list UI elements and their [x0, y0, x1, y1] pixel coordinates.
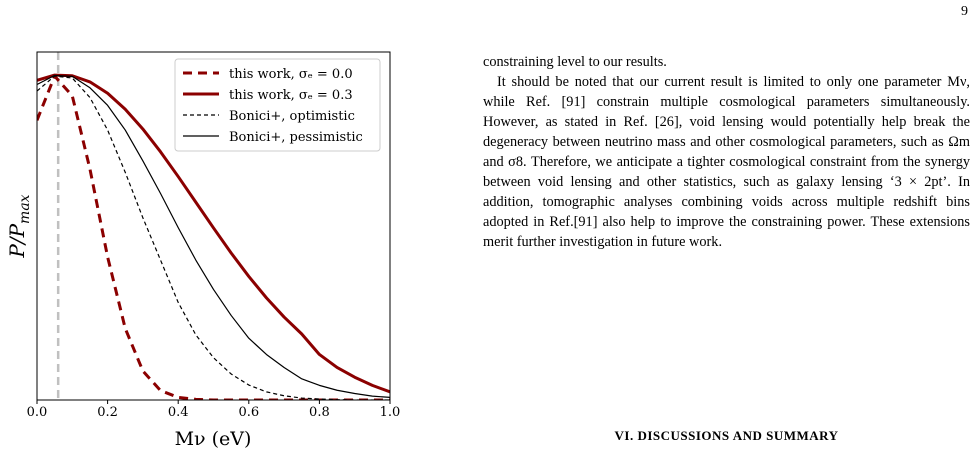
legend-label: Bonici+, optimistic [229, 109, 355, 124]
section-heading: VI. DISCUSSIONS AND SUMMARY [614, 428, 839, 443]
legend-label: Bonici+, pessimistic [229, 130, 363, 145]
x-tick-label: 0.4 [168, 405, 189, 420]
text-column: constraining level to our results. It sho… [483, 52, 970, 252]
series-line [37, 75, 390, 400]
paragraph: constraining level to our results. [483, 54, 667, 70]
y-axis-label: P/Pmax [5, 194, 33, 258]
page-number: 9 [961, 4, 968, 19]
x-tick-label: 0.8 [309, 405, 330, 420]
plot-frame [36, 51, 391, 401]
x-tick-label: 1.0 [380, 405, 401, 420]
x-tick-label: 0.2 [97, 405, 118, 420]
x-axis-label: Mν (eV) [175, 428, 252, 450]
series-line [37, 74, 390, 398]
legend-box [174, 58, 381, 152]
chart: P/Pmax Mν (eV) 0.0 0.2 0.4 0.6 0.8 1.0 this wo… [5, 51, 401, 450]
y-label-main: P/P [5, 223, 29, 258]
paragraph: It should be noted that our current resu… [483, 74, 970, 250]
legend-label: this work, σₑ = 0.3 [229, 88, 353, 103]
series-line [37, 73, 390, 394]
x-tick-label: 0.0 [27, 405, 48, 420]
x-tick-label: 0.6 [238, 405, 259, 420]
legend-label: this work, σₑ = 0.0 [229, 67, 353, 82]
y-label-sub: max [17, 194, 33, 224]
